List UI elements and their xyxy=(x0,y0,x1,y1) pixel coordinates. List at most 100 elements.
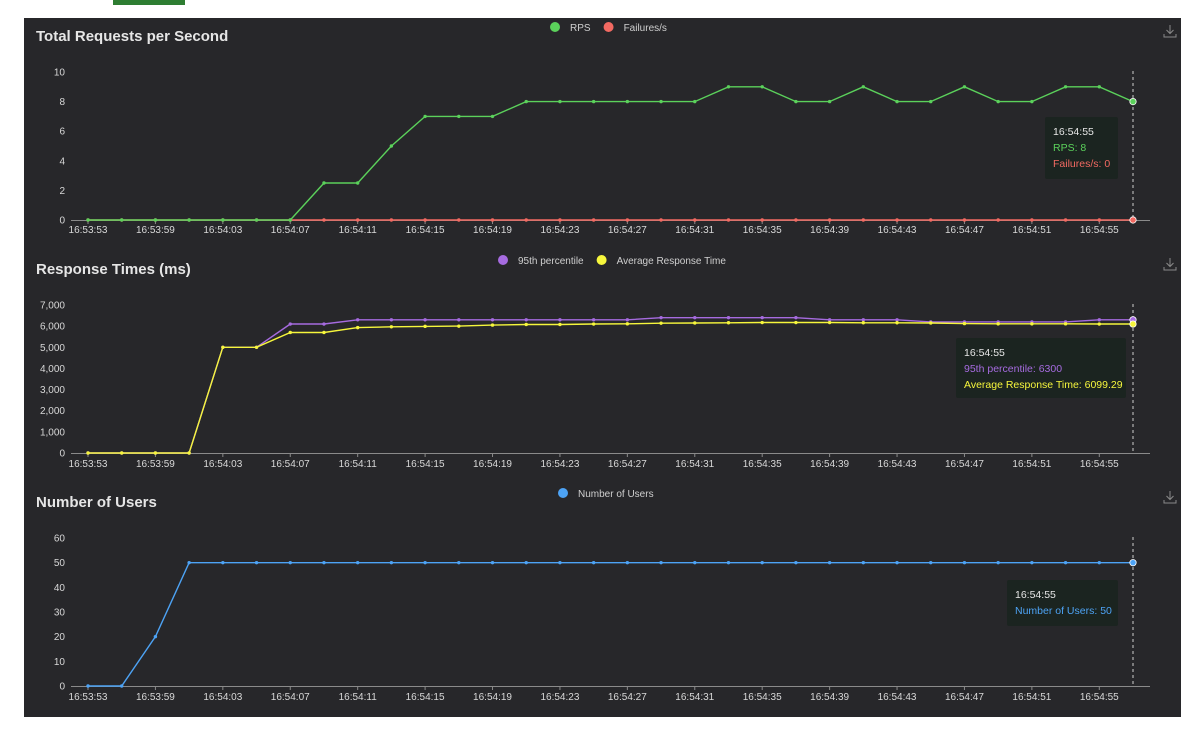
data-point xyxy=(490,218,495,222)
download-icon-path xyxy=(1163,258,1177,271)
data-point xyxy=(861,218,866,222)
data-point xyxy=(929,560,933,565)
data-point xyxy=(322,181,326,185)
data-point xyxy=(693,218,697,222)
y-tick-label: 6 xyxy=(59,127,65,138)
x-tick-label: 16:54:15 xyxy=(406,692,445,703)
x-tick-label: 16:54:31 xyxy=(675,692,714,703)
data-point xyxy=(355,560,360,565)
data-point xyxy=(153,218,158,222)
data-point xyxy=(1129,98,1137,106)
data-point xyxy=(827,318,832,322)
data-point xyxy=(693,315,697,320)
data-point xyxy=(221,345,225,349)
data-point xyxy=(625,560,630,565)
data-point xyxy=(591,318,596,322)
data-point xyxy=(726,315,731,320)
x-tick-label: 16:54:19 xyxy=(473,692,512,703)
x-tick-label: 16:54:39 xyxy=(810,459,849,470)
tooltip-time: 16:54:55 xyxy=(1053,126,1094,138)
data-point xyxy=(187,560,191,565)
data-point xyxy=(1063,560,1068,565)
data-point xyxy=(254,345,259,349)
y-tick-label: 2 xyxy=(59,186,65,197)
data-point xyxy=(760,315,764,320)
data-point xyxy=(1097,218,1101,222)
data-point xyxy=(457,324,461,328)
x-tick-label: 16:54:31 xyxy=(675,225,714,236)
tooltip: 16:54:55 Number of Users: 50 xyxy=(1007,580,1118,626)
x-tick-label: 16:54:47 xyxy=(945,692,984,703)
data-point xyxy=(895,321,899,325)
data-point xyxy=(524,99,528,104)
data-point xyxy=(389,218,394,222)
data-point xyxy=(1030,218,1034,222)
data-point xyxy=(625,218,630,222)
x-tick-label: 16:54:35 xyxy=(743,459,782,470)
data-point xyxy=(861,560,866,565)
data-point xyxy=(355,318,360,322)
data-point xyxy=(962,321,967,326)
data-point xyxy=(962,85,967,89)
data-point xyxy=(996,560,1000,565)
chart-title: Total Requests per Second xyxy=(36,28,228,45)
y-tick-label: 5,000 xyxy=(40,343,65,354)
x-tick-label: 16:54:11 xyxy=(339,459,378,470)
x-tick-label: 16:54:11 xyxy=(339,692,378,703)
data-point xyxy=(794,99,798,104)
data-point xyxy=(996,99,1000,104)
data-point xyxy=(591,322,596,326)
x-tick-label: 16:54:51 xyxy=(1012,692,1051,703)
data-point xyxy=(389,144,394,148)
data-point xyxy=(625,99,630,104)
download-icon xyxy=(1163,258,1177,271)
data-point xyxy=(895,99,899,104)
data-point xyxy=(423,114,427,119)
x-tick-label: 16:53:59 xyxy=(136,692,175,703)
chart-1: Total Requests per Second RPS Failures/s 0 2… xyxy=(36,22,1177,236)
y-tick-label: 40 xyxy=(54,583,66,594)
data-point xyxy=(1129,216,1137,224)
data-point xyxy=(827,320,832,325)
data-point xyxy=(659,218,663,222)
tooltip: 16:54:55 RPS: 8 Failures/s: 0 xyxy=(1045,117,1118,179)
data-point xyxy=(659,315,663,320)
y-tick-label: 20 xyxy=(54,632,66,643)
y-tick-label: 10 xyxy=(54,657,66,668)
y-tick-label: 8 xyxy=(59,97,65,108)
legend-label: Number of Users xyxy=(578,489,654,500)
data-point xyxy=(120,684,124,688)
x-tick-label: 16:54:55 xyxy=(1080,459,1119,470)
legend-item: Number of Users xyxy=(558,488,654,500)
data-point xyxy=(827,560,832,565)
data-point xyxy=(524,560,528,565)
data-point xyxy=(355,218,360,222)
top-tab-indicator xyxy=(113,0,185,5)
data-point xyxy=(86,451,90,455)
x-tick-label: 16:54:23 xyxy=(540,459,579,470)
download-icon xyxy=(1163,491,1177,504)
data-point xyxy=(120,218,124,222)
y-tick-label: 7,000 xyxy=(40,301,65,312)
x-tick-label: 16:54:47 xyxy=(945,225,984,236)
data-point xyxy=(760,218,764,222)
data-point xyxy=(1030,322,1034,326)
data-point xyxy=(524,322,528,327)
x-tick-label: 16:54:19 xyxy=(473,225,512,236)
data-point xyxy=(288,560,292,565)
data-point xyxy=(322,560,326,565)
data-point xyxy=(524,218,528,222)
x-tick-label: 16:54:35 xyxy=(743,225,782,236)
x-tick-label: 16:54:15 xyxy=(406,459,445,470)
data-point xyxy=(120,451,124,455)
data-point xyxy=(794,315,798,320)
data-point xyxy=(423,218,427,222)
data-point xyxy=(861,318,866,322)
data-point xyxy=(322,218,326,222)
data-point xyxy=(1129,559,1137,567)
legend-item: Failures/s xyxy=(603,22,667,34)
download-icon-path xyxy=(1163,25,1177,38)
data-point xyxy=(861,85,866,89)
data-point xyxy=(187,218,191,222)
data-point xyxy=(760,320,764,325)
